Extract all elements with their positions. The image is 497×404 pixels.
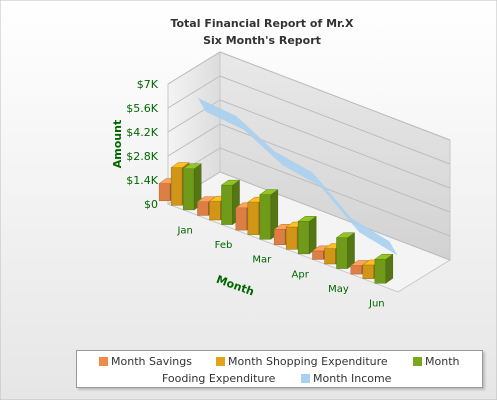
legend-swatch-fooding	[413, 357, 422, 366]
bar-front	[374, 258, 387, 284]
bar-top	[335, 232, 356, 238]
x-tick-label: Jan	[176, 225, 192, 236]
legend-swatch-income	[301, 374, 310, 383]
income-ribbon-segment	[274, 151, 321, 187]
y-tick-label: $4.2K	[126, 126, 158, 139]
bar-front	[182, 168, 195, 211]
x-tick-label: Feb	[215, 240, 233, 251]
bar-front	[247, 201, 260, 235]
x-tick-label: Mar	[252, 255, 272, 266]
bar-top	[220, 179, 241, 186]
gridline	[167, 123, 451, 213]
bar-front	[259, 194, 272, 240]
bar-front	[235, 207, 248, 231]
bar-front	[312, 250, 324, 260]
y-axis-label: Amount	[111, 120, 124, 168]
legend-label-savings: Month Savings	[111, 355, 192, 368]
legend-label-income: Month Income	[313, 372, 392, 385]
bar-front	[273, 229, 286, 246]
bar-top	[297, 216, 317, 222]
bar-front	[297, 221, 310, 255]
y-tick-label: $1.4K	[126, 174, 158, 187]
legend-label-shopping: Month Shopping Expenditure	[228, 355, 388, 368]
x-tick-labels: Jan Feb Mar Apr May Jun	[176, 225, 384, 309]
bar-front	[209, 200, 221, 221]
bar-top	[170, 162, 190, 168]
income-ribbon-segment	[236, 115, 283, 166]
y-tick-labels: $0 $1.4K $2.8K $4.2K $5.6K $7K	[126, 78, 158, 211]
y-tick-label: $2.8K	[126, 150, 158, 163]
legend-swatch-shopping	[216, 357, 225, 366]
bar-front	[158, 183, 171, 202]
bar-top	[259, 189, 279, 195]
x-tick-label: Apr	[292, 269, 310, 280]
chart-subtitle: Six Month's Report	[203, 34, 321, 47]
bar-side	[308, 215, 317, 255]
y-tick-label: $7K	[137, 78, 159, 91]
y-tick-label: $0	[144, 198, 158, 211]
chart-marks	[158, 97, 398, 284]
gridline	[167, 99, 451, 189]
x-tick-label: Jun	[368, 299, 385, 310]
y-tick-label: $5.6K	[126, 102, 158, 115]
bar-front	[170, 167, 183, 206]
gridline	[167, 51, 451, 141]
income-ribbon-segment	[312, 172, 360, 233]
bar-front	[324, 248, 336, 265]
bar-top	[182, 163, 202, 170]
x-tick-label: May	[328, 284, 349, 295]
bar-front	[197, 201, 209, 216]
income-ribbon-segment	[197, 97, 245, 130]
gridline	[167, 75, 451, 165]
chart-title: Total Financial Report of Mr.X	[170, 17, 354, 30]
bar-front	[336, 237, 348, 269]
bar-top	[374, 253, 394, 260]
legend-label-fooding: Month	[425, 355, 460, 368]
bar-front	[285, 226, 298, 250]
chart-legend: Month Savings Month Shopping Expenditure…	[76, 350, 483, 388]
income-ribbon-segment	[351, 218, 398, 256]
bar-front	[362, 264, 375, 279]
bar-front	[221, 184, 233, 225]
bar-side	[347, 232, 355, 270]
legend-label-fooding-cont: Fooding Expenditure	[162, 372, 276, 385]
legend-swatch-savings	[99, 357, 108, 366]
bar-front	[350, 265, 363, 275]
